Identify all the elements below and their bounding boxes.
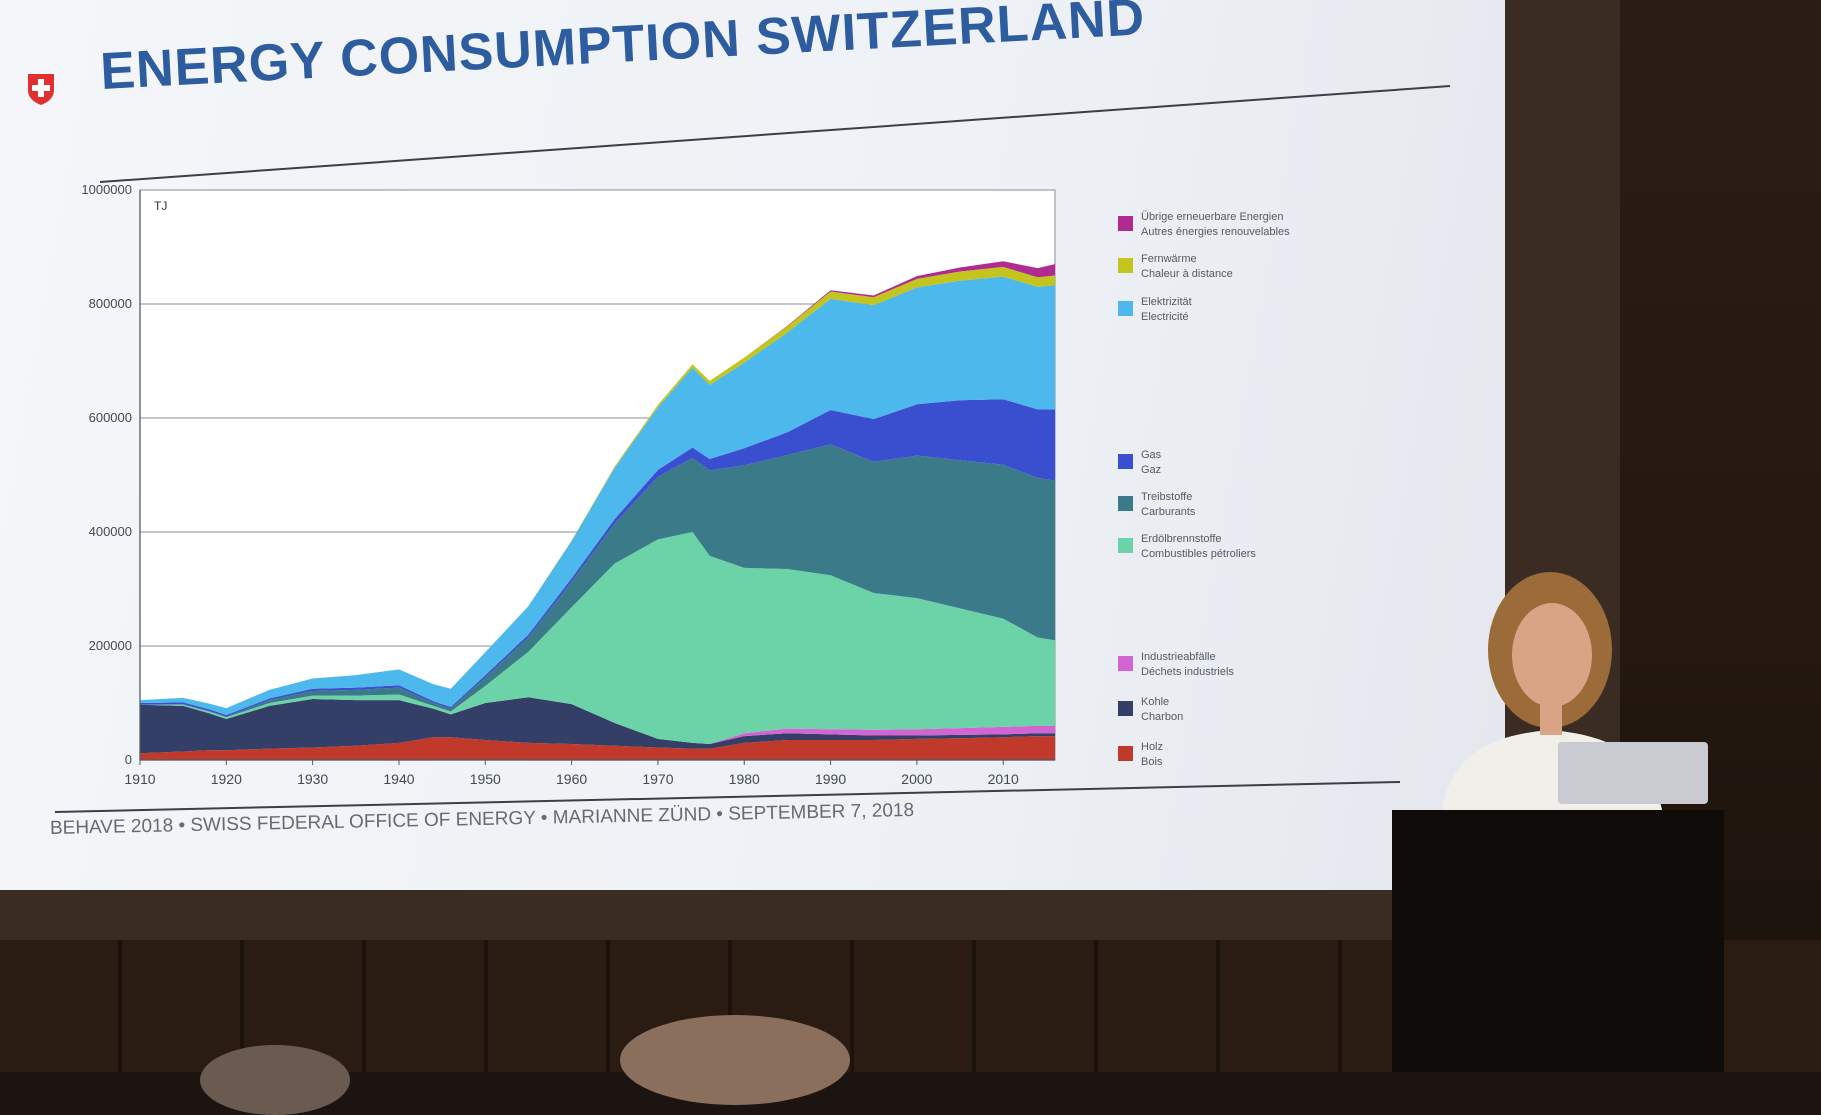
legend-label-de: Kohle [1141, 696, 1170, 708]
area-series-4 [140, 444, 1055, 718]
x-tick-label: 2000 [901, 771, 932, 787]
legend-swatch [1118, 216, 1133, 231]
legend-label: Fernwärme Chaleur à distance [1141, 252, 1233, 282]
legend-label-de: Fernwärme [1141, 253, 1197, 265]
podium [1392, 810, 1724, 1072]
x-tick-label: 1940 [383, 771, 414, 787]
legend-label-fr: Gaz [1141, 464, 1162, 476]
legend-label-de: Gas [1141, 449, 1162, 461]
area-series-0 [140, 736, 1055, 760]
y-tick-label: 1000000 [81, 182, 132, 197]
legend-label-fr: Déchets industriels [1141, 666, 1234, 678]
x-tick-label: 1970 [642, 771, 673, 787]
legend-item: Holz Bois [1118, 740, 1163, 770]
legend-label-fr: Charbon [1141, 711, 1184, 723]
x-tick-label: 1980 [729, 771, 760, 787]
legend-label: Übrige erneuerbare Energien Autres énergi… [1141, 210, 1290, 240]
area-series-6 [140, 276, 1055, 715]
legend-swatch [1118, 701, 1133, 716]
legend-swatch [1118, 496, 1133, 511]
x-tick-label: 1920 [211, 771, 242, 787]
y-tick-label: 0 [125, 752, 132, 767]
legend-label-de: Erdölbrennstoffe [1141, 533, 1222, 545]
area-series-3 [140, 532, 1055, 744]
legend-label: Gas Gaz [1141, 448, 1161, 478]
legend-swatch [1118, 258, 1133, 273]
legend-item: Erdölbrennstoffe Combustibles pétroliers [1118, 532, 1256, 562]
legend-label: Kohle Charbon [1141, 695, 1183, 725]
legend-item: Gas Gaz [1118, 448, 1161, 478]
x-tick-label: 1930 [297, 771, 328, 787]
legend-label: Treibstoffe Carburants [1141, 490, 1195, 520]
legend-item: Industrieabfälle Déchets industriels [1118, 650, 1234, 680]
legend-label-de: Treibstoffe [1141, 491, 1193, 503]
legend-item: Elektrizität Electricité [1118, 295, 1192, 325]
legend-swatch [1118, 656, 1133, 671]
x-tick-label: 1960 [556, 771, 587, 787]
swiss-cross-shield-icon [28, 74, 54, 105]
audience-head [620, 1015, 850, 1105]
legend-label: Erdölbrennstoffe Combustibles pétroliers [1141, 532, 1256, 562]
legend-label-de: Industrieabfälle [1141, 651, 1216, 663]
legend-swatch [1118, 454, 1133, 469]
legend-item: Treibstoffe Carburants [1118, 490, 1195, 520]
y-tick-label: 600000 [89, 410, 132, 425]
legend-label-fr: Combustibles pétroliers [1141, 548, 1256, 560]
legend-label-de: Elektrizität [1141, 296, 1192, 308]
legend-swatch [1118, 301, 1133, 316]
legend-label: Holz Bois [1141, 740, 1163, 770]
legend-label-fr: Chaleur à distance [1141, 268, 1233, 280]
audience-head [200, 1045, 350, 1115]
legend-label-fr: Electricité [1141, 311, 1189, 323]
legend-item: Übrige erneuerbare Energien Autres énergi… [1118, 210, 1290, 240]
y-tick-label: 200000 [89, 638, 132, 653]
legend-swatch [1118, 538, 1133, 553]
y-tick-label: 400000 [89, 524, 132, 539]
x-tick-label: 1910 [124, 771, 155, 787]
legend-label-fr: Bois [1141, 756, 1163, 768]
legend-item: Kohle Charbon [1118, 695, 1183, 725]
energy-area-chart: 0 200000 400000 600000 800000 1000000 1910 1920… [54, 85, 1451, 813]
footer-rule [54, 781, 1401, 813]
area-series-5 [140, 399, 1055, 717]
x-tick-label: 1950 [470, 771, 501, 787]
legend-label: Industrieabfälle Déchets industriels [1141, 650, 1234, 680]
x-tick-label: 2010 [988, 771, 1019, 787]
legend-label-de: Holz [1141, 741, 1164, 753]
legend-label-fr: Autres énergies renouvelables [1141, 226, 1290, 238]
y-tick-label: 800000 [89, 296, 132, 311]
title-rule [99, 85, 1451, 183]
unit-label: TJ [154, 199, 167, 213]
area-series-2 [140, 697, 1055, 744]
presentation-slide: ENERGY CONSUMPTION SWITZERLAND 0 200000 40… [0, 0, 1505, 890]
laptop [1558, 742, 1708, 804]
legend-label-de: Übrige erneuerbare Energien [1141, 211, 1284, 223]
legend-swatch [1118, 746, 1133, 761]
x-tick-label: 1990 [815, 771, 846, 787]
legend-label: Elektrizität Electricité [1141, 295, 1192, 325]
legend-item: Fernwärme Chaleur à distance [1118, 252, 1233, 282]
legend-label-fr: Carburants [1141, 506, 1196, 518]
area-series-1 [140, 697, 1055, 754]
